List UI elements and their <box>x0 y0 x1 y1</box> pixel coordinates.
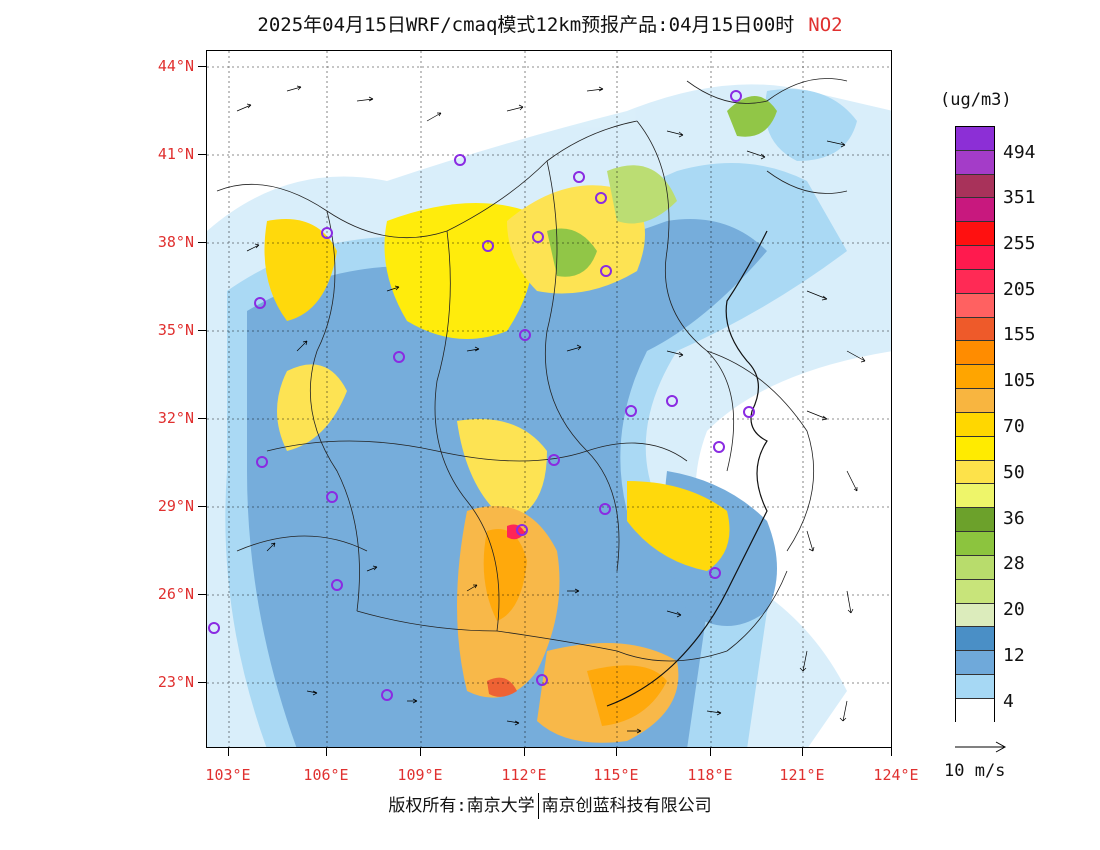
colorbar-swatch <box>956 532 994 556</box>
colorbar-swatch <box>956 317 994 342</box>
lat-tick <box>198 242 206 243</box>
colorbar-label: 4 <box>1003 691 1014 712</box>
colorbar-swatch <box>956 436 994 461</box>
colorbar-swatch <box>956 412 994 437</box>
colorbar-label: 255 <box>1003 233 1036 254</box>
lon-tick <box>228 748 229 756</box>
colorbar-swatch <box>956 579 994 604</box>
reference-vector-arrow <box>955 741 1007 753</box>
map-panel[interactable] <box>206 50 892 748</box>
lat-tick <box>198 154 206 155</box>
colorbar-swatch <box>956 627 994 652</box>
colorbar-unit: (ug/m3) <box>940 90 1012 110</box>
lon-tick <box>524 748 525 756</box>
lat-tick <box>198 682 206 683</box>
colorbar-swatch <box>956 365 994 390</box>
colorbar-label: 20 <box>1003 599 1025 620</box>
colorbar-swatch <box>956 293 994 318</box>
colorbar-swatch <box>956 127 994 151</box>
colorbar-swatch <box>956 174 994 199</box>
colorbar-swatch <box>956 698 994 723</box>
lat-tick <box>198 330 206 331</box>
lon-tick <box>802 748 803 756</box>
copyright-right: 南京创蓝科技有限公司 <box>541 796 712 816</box>
copyright-left: 版权所有:南京大学 <box>388 796 535 816</box>
colorbar-swatch <box>956 222 994 247</box>
lon-label-112e: 112°E <box>501 766 547 784</box>
lon-label-124e: 124°E <box>873 766 919 784</box>
lat-tick <box>198 594 206 595</box>
lon-tick <box>891 748 892 756</box>
lon-label-109e: 109°E <box>397 766 443 784</box>
colorbar-swatch <box>956 150 994 175</box>
colorbar-label: 12 <box>1003 645 1025 666</box>
lon-tick <box>420 748 421 756</box>
province-borders <box>216 78 848 662</box>
colorbar-swatch <box>956 460 994 485</box>
lat-label-29n: 29°N <box>157 497 194 515</box>
colorbar-label: 494 <box>1003 142 1036 163</box>
colorbar-swatch <box>956 269 994 294</box>
wind-vectors <box>236 85 866 734</box>
lon-tick <box>616 748 617 756</box>
colorbar-label: 205 <box>1003 279 1036 300</box>
lat-label-26n: 26°N <box>157 585 194 603</box>
colorbar-swatch <box>956 675 994 699</box>
colorbar-label: 28 <box>1003 553 1025 574</box>
lat-label-41n: 41°N <box>157 145 194 163</box>
colorbar-label: 351 <box>1003 187 1036 208</box>
monitoring-stations <box>208 90 755 701</box>
colorbar-swatch <box>956 555 994 580</box>
colorbar-swatch <box>956 603 994 628</box>
lon-tick <box>326 748 327 756</box>
species-label: NO2 <box>808 14 843 36</box>
colorbar-swatch <box>956 484 994 509</box>
colorbar-label: 70 <box>1003 416 1025 437</box>
no2-concentration-field <box>207 84 891 747</box>
colorbar-swatch <box>956 508 994 533</box>
lon-tick <box>710 748 711 756</box>
colorbar-label: 50 <box>1003 462 1025 483</box>
colorbar-swatch <box>956 389 994 413</box>
lat-label-23n: 23°N <box>157 673 194 691</box>
lon-label-103e: 103°E <box>205 766 251 784</box>
lat-label-44n: 44°N <box>157 57 194 75</box>
colorbar-swatch <box>956 198 994 223</box>
lat-label-32n: 32°N <box>157 409 194 427</box>
title-text: 2025年04月15日WRF/cmaq模式12km预报产品:04月15日00时 <box>257 14 795 36</box>
lat-tick <box>198 506 206 507</box>
concentration-map <box>207 51 891 747</box>
colorbar-swatch <box>956 651 994 676</box>
colorbar-swatch <box>956 341 994 366</box>
lon-label-115e: 115°E <box>593 766 639 784</box>
colorbar-label: 36 <box>1003 508 1025 529</box>
reference-vector-label: 10 m/s <box>944 761 1006 781</box>
colorbar-label: 105 <box>1003 370 1036 391</box>
lat-tick <box>198 418 206 419</box>
map-title: 2025年04月15日WRF/cmaq模式12km预报产品:04月15日00时 N… <box>0 10 1100 37</box>
lat-label-38n: 38°N <box>157 233 194 251</box>
lon-label-118e: 118°E <box>687 766 733 784</box>
colorbar <box>955 126 995 723</box>
colorbar-swatch <box>956 246 994 270</box>
lat-tick <box>198 66 206 67</box>
lon-label-121e: 121°E <box>779 766 825 784</box>
coastline <box>606 230 768 707</box>
copyright-footer: 版权所有:南京大学 南京创蓝科技有限公司 <box>0 791 1100 819</box>
colorbar-label: 155 <box>1003 324 1036 345</box>
lat-label-35n: 35°N <box>157 321 194 339</box>
lon-label-106e: 106°E <box>303 766 349 784</box>
grid-lines <box>207 51 891 747</box>
footer-divider <box>537 793 539 819</box>
